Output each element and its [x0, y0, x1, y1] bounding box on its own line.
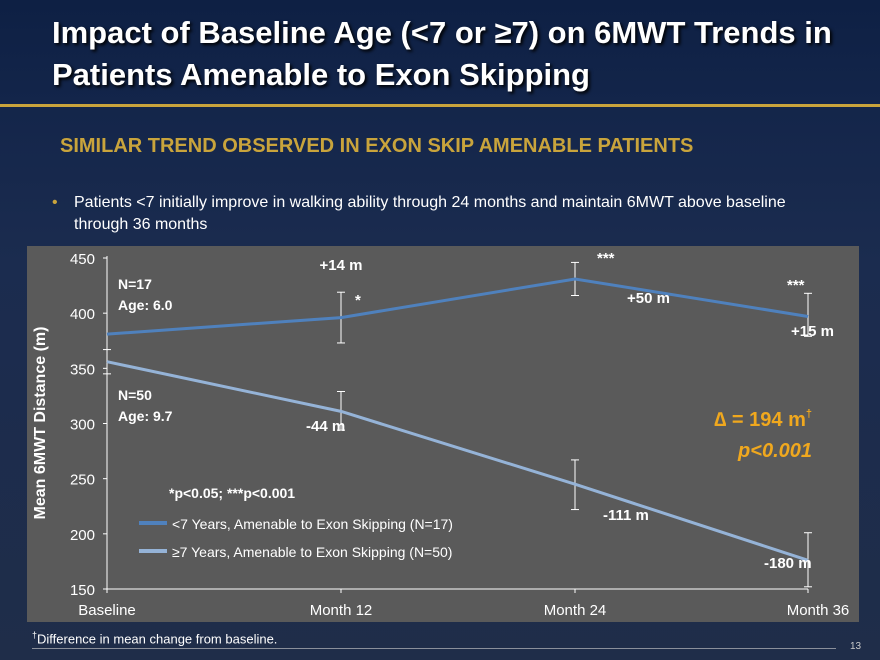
delta-symbol: ∆	[714, 409, 726, 431]
line-chart: 150 200 250 300 350 400 450 Baseline Month 12 Mon…	[32, 250, 850, 619]
y-tick-label: 450	[70, 251, 95, 268]
series-line-young	[106, 277, 809, 336]
group-n-young: N=17	[118, 276, 152, 292]
point-label: +14 m	[320, 257, 363, 274]
bullet-text: Patients <7 initially improve in walking…	[74, 194, 786, 233]
point-label: -44 m	[306, 418, 345, 435]
x-tick-label: Baseline	[78, 602, 136, 619]
y-tick-label: 350	[70, 361, 95, 378]
y-axis-title: Mean 6MWT Distance (m)	[32, 327, 49, 520]
footnote-mark: †	[32, 630, 38, 640]
x-tick-label: Month 12	[310, 602, 373, 619]
delta-text: = 194 m	[726, 409, 806, 431]
group-age-young: Age: 6.0	[118, 297, 173, 313]
delta-mark: †	[806, 408, 812, 420]
bullet-point: • Patients <7 initially improve in walki…	[52, 192, 812, 236]
footnote-text: Difference in mean change from baseline.	[37, 631, 278, 647]
title-bar	[0, 0, 880, 104]
y-tick-label: 400	[70, 306, 95, 323]
slide-subtitle: SIMILAR TREND OBSERVED IN EXON SKIP AMEN…	[60, 135, 694, 157]
footnote: †Difference in mean change from baseline…	[32, 630, 277, 646]
point-label: -111 m	[603, 507, 649, 524]
significance-marker: ***	[597, 250, 615, 267]
chart-area: 150 200 250 300 350 400 450 Baseline Month 12 Mon…	[27, 246, 859, 622]
y-tick-label: 300	[70, 417, 95, 434]
delta-p-value: p<0.001	[737, 440, 812, 462]
slide-title: Impact of Baseline Age (<7 or ≥7) on 6MW…	[52, 15, 832, 92]
series-line-old	[106, 360, 809, 562]
significance-marker: *	[355, 292, 361, 309]
significance-marker: ***	[787, 277, 805, 294]
point-label: +15 m	[791, 323, 834, 340]
legend-label-old: ≥7 Years, Amenable to Exon Skipping (N=5…	[172, 544, 452, 560]
significance-note: *p<0.05; ***p<0.001	[169, 485, 295, 501]
bullet-dot-icon: •	[52, 194, 58, 211]
delta-annotation: ∆ = 194 m†	[714, 408, 812, 431]
group-age-old: Age: 9.7	[118, 408, 173, 424]
point-label: -180 m	[764, 555, 812, 572]
point-label: +50 m	[627, 290, 670, 307]
x-tick-label: Month 24	[544, 602, 607, 619]
gold-divider	[0, 104, 880, 107]
y-tick-label: 150	[70, 582, 95, 599]
group-n-old: N=50	[118, 387, 152, 403]
y-tick-label: 250	[70, 472, 95, 489]
legend-label-young: <7 Years, Amenable to Exon Skipping (N=1…	[172, 516, 453, 532]
footer-rule	[32, 648, 836, 649]
y-tick-label: 200	[70, 527, 95, 544]
x-tick-label: Month 36	[787, 602, 850, 619]
page-number: 13	[850, 641, 862, 652]
